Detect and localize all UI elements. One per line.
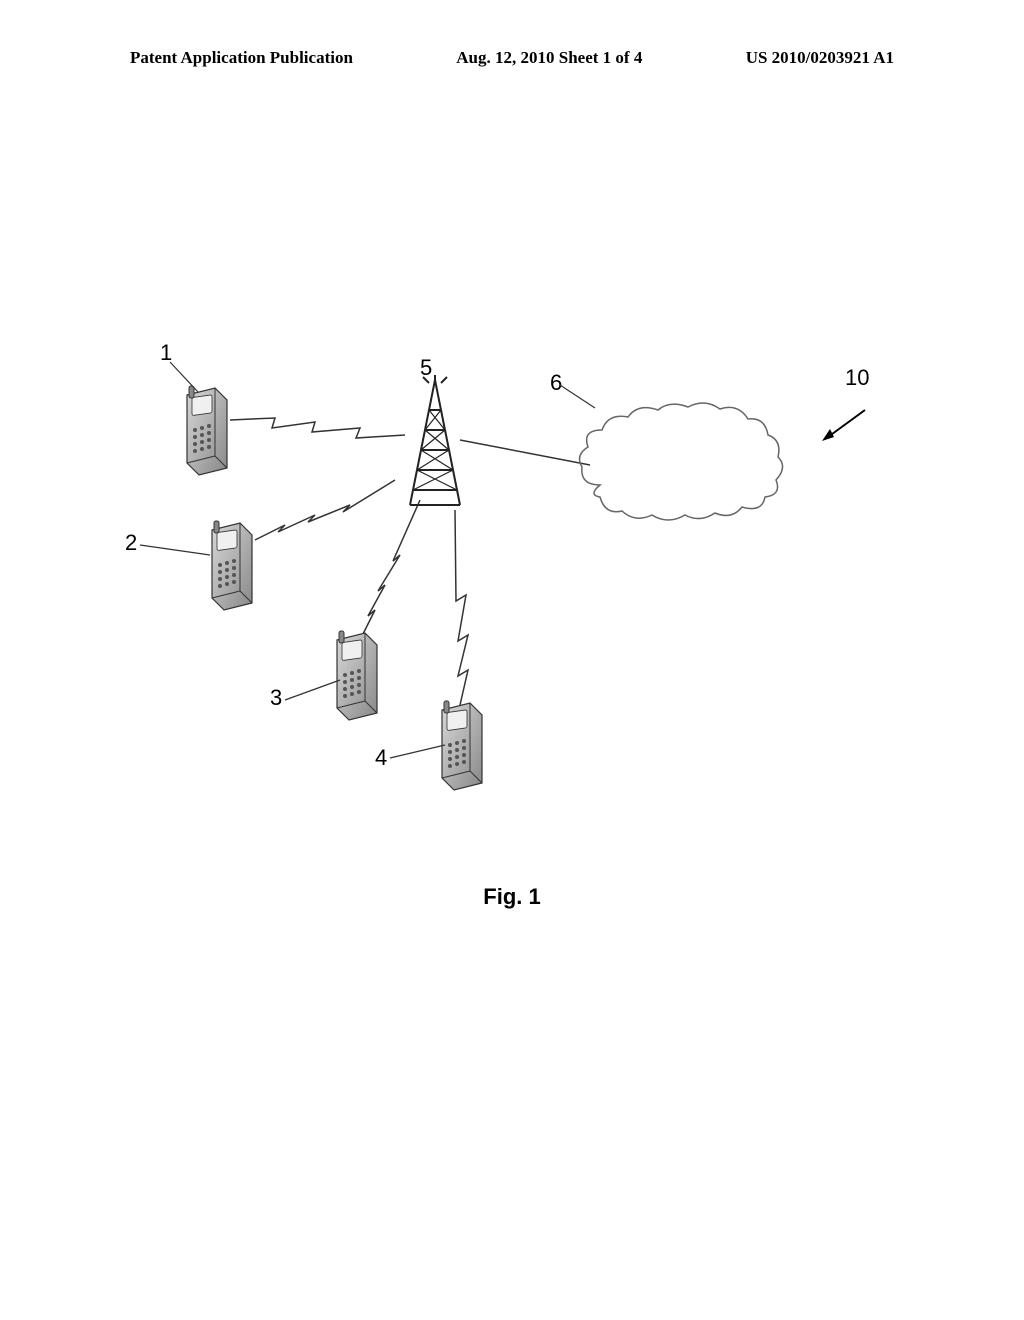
label-1: 1	[160, 340, 172, 366]
phone-4-icon	[430, 695, 490, 795]
header-center: Aug. 12, 2010 Sheet 1 of 4	[456, 48, 642, 68]
cloud-icon	[570, 395, 790, 535]
network-diagram: 1 2 3 4 5 6 10	[100, 300, 920, 850]
phone-1-icon	[175, 380, 235, 480]
label-10: 10	[845, 365, 869, 391]
arrow-10-icon	[820, 405, 870, 445]
page-header: Patent Application Publication Aug. 12, …	[130, 48, 894, 68]
phone-2-icon	[200, 515, 260, 615]
header-left: Patent Application Publication	[130, 48, 353, 68]
label-2: 2	[125, 530, 137, 556]
label-4: 4	[375, 745, 387, 771]
figure-caption: Fig. 1	[0, 884, 1024, 910]
label-6: 6	[550, 370, 562, 396]
label-5: 5	[420, 355, 432, 381]
cell-tower-icon	[395, 375, 475, 515]
header-right: US 2010/0203921 A1	[746, 48, 894, 68]
phone-3-icon	[325, 625, 385, 725]
label-3: 3	[270, 685, 282, 711]
